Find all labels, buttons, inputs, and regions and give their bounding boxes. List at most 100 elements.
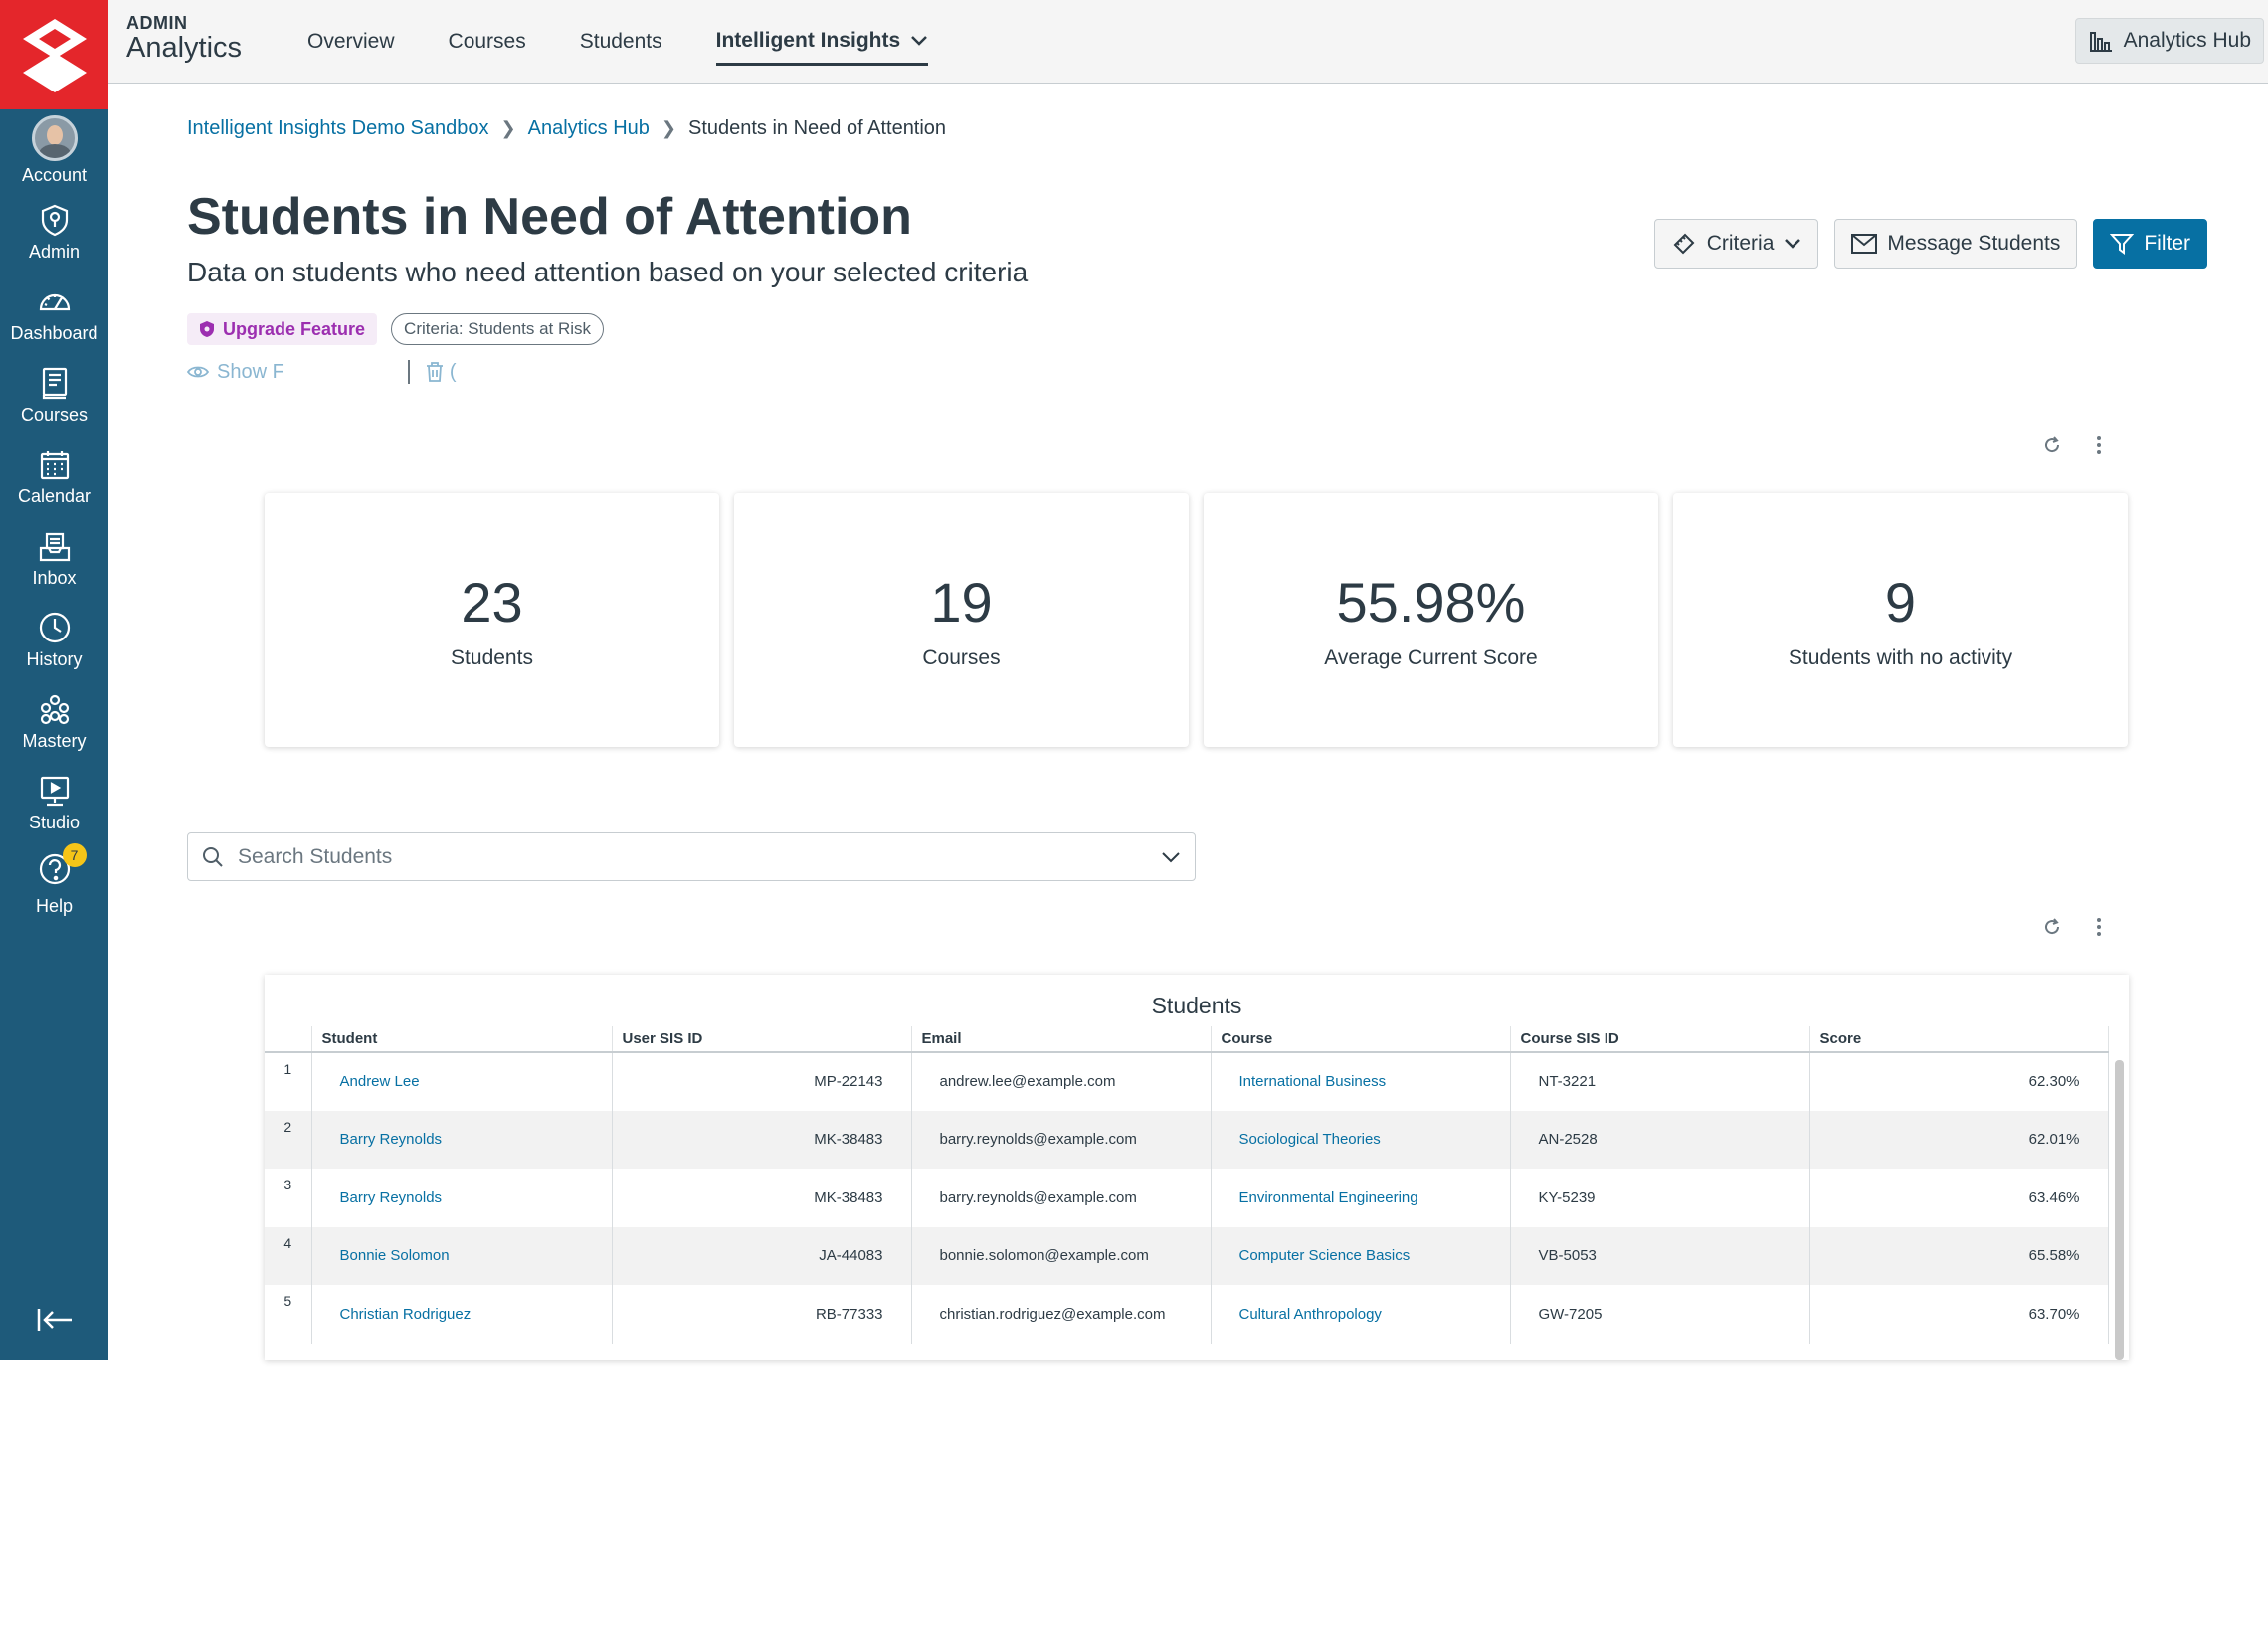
breadcrumb-link-analytics-hub[interactable]: Analytics Hub [527, 117, 650, 139]
stats-more-button[interactable] [2096, 435, 2102, 455]
sidebar-item-dashboard[interactable]: Dashboard [0, 273, 108, 354]
refresh-table-button[interactable] [2042, 917, 2062, 937]
refresh-stats-button[interactable] [2042, 435, 2062, 455]
student-link[interactable]: Andrew Lee [339, 1073, 420, 1091]
student-link[interactable]: Bonnie Solomon [339, 1247, 450, 1265]
table-more-button[interactable] [2096, 917, 2102, 937]
table-scrollbar[interactable] [2115, 1060, 2124, 1360]
stat-value: 55.98% [1336, 571, 1526, 634]
sidebar-item-history[interactable]: History [0, 599, 108, 680]
ruler-pencil-icon [1673, 233, 1695, 255]
brand-small-label: ADMIN [126, 13, 188, 33]
score-cell: 65.58% [1809, 1226, 2109, 1285]
message-students-button[interactable]: Message Students [1834, 219, 2078, 269]
course-link[interactable]: Cultural Anthropology [1238, 1305, 1382, 1323]
email-cell: bonnie.solomon@example.com [911, 1226, 1212, 1285]
chevron-down-icon [1785, 239, 1801, 249]
canvas-logo[interactable] [0, 0, 108, 109]
message-students-label: Message Students [1887, 232, 2061, 255]
stat-label: Students with no activity [1788, 646, 2013, 669]
sidebar-item-mastery[interactable]: Mastery [0, 680, 108, 762]
column-header-course[interactable]: Course [1211, 1026, 1511, 1053]
clock-icon [39, 612, 70, 642]
clear-filters-link[interactable]: ( [426, 361, 456, 384]
table-title: Students [1151, 993, 1242, 1018]
tag-row: Upgrade Feature Criteria: Students at Ri… [187, 313, 605, 345]
page-title: Students in Need of Attention [187, 188, 912, 246]
stats-cards: 23 Students 19 Courses 55.98% Average Cu… [265, 493, 2128, 747]
inbox-icon [39, 532, 70, 561]
sidebar-item-admin[interactable]: Admin [0, 191, 108, 273]
nav-students[interactable]: Students [579, 30, 662, 53]
sidebar-item-inbox[interactable]: Inbox [0, 517, 108, 599]
student-link[interactable]: Barry Reynolds [339, 1188, 443, 1206]
search-input[interactable] [238, 844, 1161, 869]
course-link[interactable]: Computer Science Basics [1238, 1247, 1411, 1265]
stat-card-average-score: 55.98% Average Current Score [1204, 493, 1658, 747]
nav-intelligent-insights[interactable]: Intelligent Insights [715, 19, 929, 66]
student-link[interactable]: Barry Reynolds [339, 1131, 443, 1149]
stat-value: 23 [461, 571, 523, 634]
sidebar-item-label: Studio [28, 812, 81, 832]
sidebar-item-account[interactable]: Account [0, 109, 108, 191]
breadcrumb-link-sandbox[interactable]: Intelligent Insights Demo Sandbox [187, 117, 489, 139]
page-actions: Criteria Message Students Filter [1653, 219, 2207, 269]
filter-button[interactable]: Filter [2093, 219, 2207, 269]
column-header-email[interactable]: Email [911, 1026, 1212, 1053]
column-header-score[interactable]: Score [1809, 1026, 2109, 1053]
search-students-combobox[interactable] [187, 832, 1196, 881]
upgrade-feature-label: Upgrade Feature [223, 318, 366, 339]
sidebar-item-calendar[interactable]: Calendar [0, 436, 108, 517]
stats-toolbar [2042, 435, 2102, 455]
email-cell: christian.rodriguez@example.com [911, 1285, 1212, 1344]
stat-label: Average Current Score [1324, 646, 1538, 669]
course-sis-id-cell: KY-5239 [1510, 1169, 1810, 1227]
stat-card-no-activity: 9 Students with no activity [1673, 493, 2128, 747]
course-sis-id-cell: NT-3221 [1510, 1052, 1810, 1111]
filter-actions-row: Show F ( [187, 360, 456, 384]
page-subtitle: Data on students who need attention base… [187, 257, 1029, 287]
criteria-button[interactable]: Criteria [1653, 219, 1819, 269]
sidebar-item-label: Admin [28, 241, 81, 262]
upgrade-feature-badge[interactable]: Upgrade Feature [187, 313, 378, 345]
sidebar-item-label: Account [21, 164, 88, 185]
column-header-student[interactable]: Student [311, 1026, 613, 1053]
bar-chart-icon [2089, 32, 2112, 52]
sidebar-item-label: Calendar [17, 485, 92, 506]
eye-icon [187, 366, 209, 378]
course-sis-id-cell: VB-5053 [1510, 1226, 1810, 1285]
sidebar-item-courses[interactable]: Courses [0, 354, 108, 436]
student-link[interactable]: Christian Rodriguez [339, 1305, 472, 1323]
score-cell: 63.70% [1809, 1285, 2109, 1344]
analytics-hub-label: Analytics Hub [2123, 29, 2251, 52]
user-sis-id-cell: MK-38483 [612, 1169, 912, 1227]
more-vertical-icon [2097, 918, 2101, 936]
app-brand: ADMIN Analytics [126, 13, 242, 65]
chevron-down-icon[interactable] [1161, 851, 1181, 863]
sidebar-item-studio[interactable]: Studio [0, 762, 108, 843]
nav-overview[interactable]: Overview [307, 30, 395, 53]
column-header-user-sis-id[interactable]: User SIS ID [612, 1026, 912, 1053]
row-number: 1 [265, 1052, 312, 1111]
analytics-hub-button[interactable]: Analytics Hub [2074, 18, 2264, 64]
show-filters-link[interactable]: Show F [187, 361, 284, 384]
course-link[interactable]: International Business [1238, 1073, 1387, 1091]
column-header-index [265, 1026, 312, 1053]
sidebar-item-help[interactable]: 7 Help [0, 843, 108, 925]
course-link[interactable]: Environmental Engineering [1238, 1188, 1418, 1206]
refresh-icon [2045, 918, 2060, 935]
more-vertical-icon [2097, 436, 2101, 454]
row-number: 3 [265, 1169, 312, 1227]
book-icon [42, 367, 67, 399]
nav-courses[interactable]: Courses [448, 30, 526, 53]
course-link[interactable]: Sociological Theories [1238, 1131, 1381, 1149]
email-cell: andrew.lee@example.com [911, 1052, 1212, 1111]
user-sis-id-cell: MK-38483 [612, 1110, 912, 1169]
sidebar-item-label: Inbox [32, 567, 77, 588]
table-row: 4 Bonnie Solomon JA-44083 bonnie.solomon… [265, 1226, 2109, 1285]
sidebar-item-label: Courses [20, 404, 89, 425]
criteria-pill[interactable]: Criteria: Students at Risk [391, 313, 605, 345]
column-header-course-sis-id[interactable]: Course SIS ID [1510, 1026, 1810, 1053]
user-sis-id-cell: RB-77333 [612, 1285, 912, 1344]
collapse-nav-button[interactable] [0, 1290, 108, 1350]
